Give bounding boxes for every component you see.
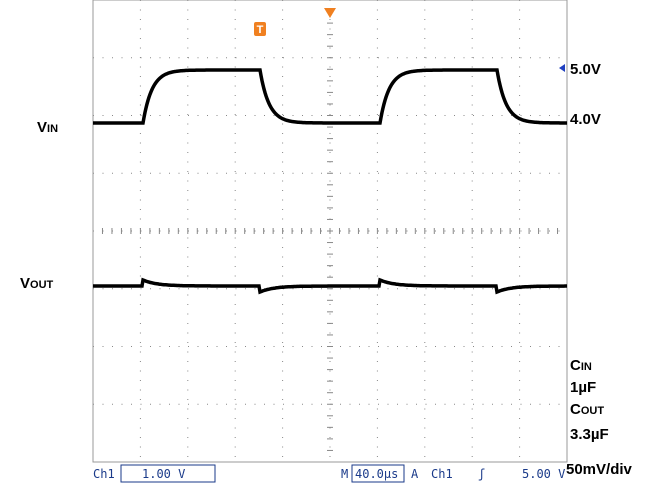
volts: 1.00 V	[142, 467, 185, 481]
vout-label: VOUT	[20, 275, 54, 292]
channel: Ch1	[93, 467, 115, 481]
trigger-channel: Ch1	[431, 467, 453, 481]
level-arrow	[559, 64, 565, 72]
vout-sub: OUT	[30, 279, 54, 291]
time: 40.0µs	[355, 467, 398, 481]
vout-trace	[93, 277, 567, 295]
cout-sub: OUT	[581, 405, 605, 417]
vin-label: VIN	[37, 119, 58, 136]
cout-label: COUT	[570, 401, 604, 418]
cin-value: 1µF	[570, 379, 596, 396]
trigger-mode: A	[411, 467, 419, 481]
trigger-slope: ʃ	[478, 467, 485, 481]
trigger-level: 5.00 V	[522, 467, 565, 481]
cin-main: C	[570, 357, 581, 374]
scale-label: 50mV/div	[566, 461, 633, 478]
frame	[92, 0, 568, 463]
time-box	[351, 464, 405, 483]
vin-sub: IN	[47, 123, 58, 135]
time-prefix: M	[341, 467, 348, 481]
cin-sub: IN	[581, 361, 592, 373]
cout-value: 3.3µF	[570, 426, 609, 443]
cin-label: CIN	[570, 357, 592, 374]
grid	[92, 0, 568, 463]
v4-label: 4.0V	[570, 111, 601, 128]
trigger-marker: T	[257, 24, 264, 36]
v5-label: 5.0V	[570, 61, 601, 78]
vin-main: V	[37, 119, 47, 136]
trigger-position	[324, 8, 336, 18]
vin-trace	[93, 68, 567, 125]
volts-box	[120, 464, 216, 483]
trigger-marker-bg	[254, 22, 266, 36]
vout-main: V	[20, 275, 30, 292]
cout-main: C	[570, 401, 581, 418]
